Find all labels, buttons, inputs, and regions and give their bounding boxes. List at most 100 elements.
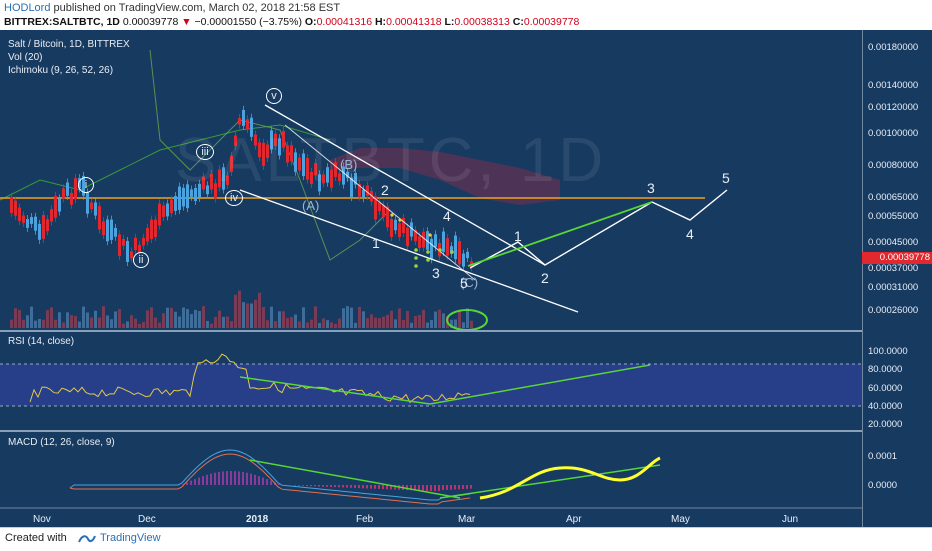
pane-separator-macd[interactable] bbox=[0, 430, 932, 432]
macd-histogram-bar bbox=[210, 473, 212, 485]
volume-bar bbox=[358, 306, 361, 328]
volume-bar bbox=[334, 323, 337, 328]
rsi-pane-title[interactable]: RSI (14, close) bbox=[8, 336, 75, 347]
rsi-divergence-line bbox=[239, 376, 431, 405]
candle-body bbox=[74, 178, 77, 200]
rsi-projection-line bbox=[429, 364, 651, 405]
candle-body bbox=[246, 119, 249, 130]
volume-bar bbox=[310, 319, 313, 328]
symbol-watermark: SALTBTC, 1D bbox=[175, 126, 608, 195]
symbol-name: BITTREX:SALTBTC, 1D bbox=[4, 16, 120, 28]
candle-series bbox=[10, 105, 473, 272]
close-label: C: bbox=[512, 16, 524, 28]
volume-bar bbox=[166, 307, 169, 328]
price-tick: 0.00055000 bbox=[868, 211, 919, 222]
vol-indicator-label[interactable]: Vol (20) bbox=[8, 52, 43, 63]
macd-histogram-bar bbox=[186, 482, 188, 485]
candle-body bbox=[218, 169, 221, 188]
volume-bar bbox=[470, 320, 473, 328]
volume-bar bbox=[438, 309, 441, 328]
volume-bar bbox=[122, 323, 125, 328]
chart-canvas[interactable] bbox=[0, 30, 932, 527]
candle-body bbox=[426, 231, 429, 250]
candle-body bbox=[58, 198, 61, 212]
candle-body bbox=[366, 185, 369, 196]
wave-label-2: 2 bbox=[381, 182, 389, 198]
candle-body bbox=[146, 227, 149, 242]
candle-body bbox=[262, 142, 265, 166]
candle-body bbox=[422, 231, 425, 248]
candle-body bbox=[34, 216, 37, 231]
candle-body bbox=[278, 138, 281, 156]
volume-bar bbox=[418, 315, 421, 328]
projection-label-2: 2 bbox=[541, 270, 549, 286]
price-axis[interactable] bbox=[862, 30, 932, 527]
volume-bar bbox=[318, 323, 321, 328]
candle-body bbox=[226, 175, 229, 185]
volume-bar bbox=[238, 290, 241, 328]
x-tick-apr: Apr bbox=[566, 514, 582, 525]
volume-bar bbox=[186, 309, 189, 328]
candle-body bbox=[214, 183, 217, 199]
candle-body bbox=[338, 173, 341, 182]
candle-body bbox=[254, 134, 257, 146]
candle-body bbox=[114, 227, 117, 237]
volume-bar bbox=[202, 306, 205, 328]
candle-body bbox=[190, 189, 193, 197]
volume-bar bbox=[410, 322, 413, 328]
volume-bar bbox=[54, 319, 57, 328]
wave-label-ii: ii bbox=[133, 252, 149, 268]
candle-body bbox=[274, 133, 277, 147]
price-tick: 0.00080000 bbox=[868, 160, 919, 171]
x-tick-nov: Nov bbox=[33, 514, 51, 525]
author-link[interactable]: HODLord bbox=[4, 2, 51, 14]
tradingview-logo-icon bbox=[78, 534, 96, 544]
volume-bar bbox=[346, 306, 349, 328]
volume-bar bbox=[422, 309, 425, 328]
chart-area[interactable]: Salt / Bitcoin, 1D, BITTREX Vol (20) Ich… bbox=[0, 30, 932, 527]
candle-body bbox=[130, 251, 133, 259]
candle-body bbox=[42, 215, 45, 239]
volume-bar bbox=[322, 318, 325, 328]
candle-body bbox=[390, 218, 393, 238]
candle-body bbox=[62, 188, 65, 199]
price-tick: 0.00065000 bbox=[868, 192, 919, 203]
volume-bar bbox=[26, 315, 29, 328]
volume-bar bbox=[62, 322, 65, 328]
ichimoku-indicator-label[interactable]: Ichimoku (9, 26, 52, 26) bbox=[8, 65, 114, 76]
volume-bar bbox=[158, 322, 161, 328]
volume-bar bbox=[210, 323, 213, 328]
volume-bar bbox=[354, 322, 357, 328]
volume-bar bbox=[154, 317, 157, 328]
volume-bar bbox=[426, 322, 429, 328]
volume-bar bbox=[178, 316, 181, 328]
volume-bar bbox=[18, 309, 21, 328]
candle-body bbox=[170, 199, 173, 214]
volume-bar bbox=[270, 306, 273, 328]
macd-histogram-bar bbox=[190, 480, 192, 485]
macd-histogram-bar bbox=[270, 480, 272, 485]
candle-body bbox=[206, 185, 209, 195]
macd-histogram-bar bbox=[330, 485, 332, 487]
volume-bar bbox=[206, 320, 209, 328]
volume-bar bbox=[434, 311, 437, 328]
price-tick: 0.00037000 bbox=[868, 263, 919, 274]
volume-bar bbox=[42, 319, 45, 328]
candle-body bbox=[302, 153, 305, 177]
macd-tick: 0.0001 bbox=[868, 451, 898, 462]
macd-histogram-bar bbox=[382, 485, 384, 490]
volume-bar bbox=[370, 314, 373, 328]
macd-histogram-bar bbox=[434, 485, 436, 491]
volume-bar bbox=[290, 316, 293, 328]
tradingview-brand-link[interactable]: TradingView bbox=[100, 532, 161, 544]
volume-bar bbox=[114, 311, 117, 328]
projection-label-1: 1 bbox=[514, 228, 522, 244]
candle-body bbox=[334, 162, 337, 177]
rsi-tick: 20.0000 bbox=[868, 419, 903, 430]
candle-body bbox=[102, 221, 105, 236]
volume-bar bbox=[34, 320, 37, 328]
pane-separator-rsi[interactable] bbox=[0, 330, 932, 332]
volume-series bbox=[10, 290, 473, 328]
macd-pane-title[interactable]: MACD (12, 26, close, 9) bbox=[8, 437, 115, 448]
candle-body bbox=[182, 187, 185, 207]
